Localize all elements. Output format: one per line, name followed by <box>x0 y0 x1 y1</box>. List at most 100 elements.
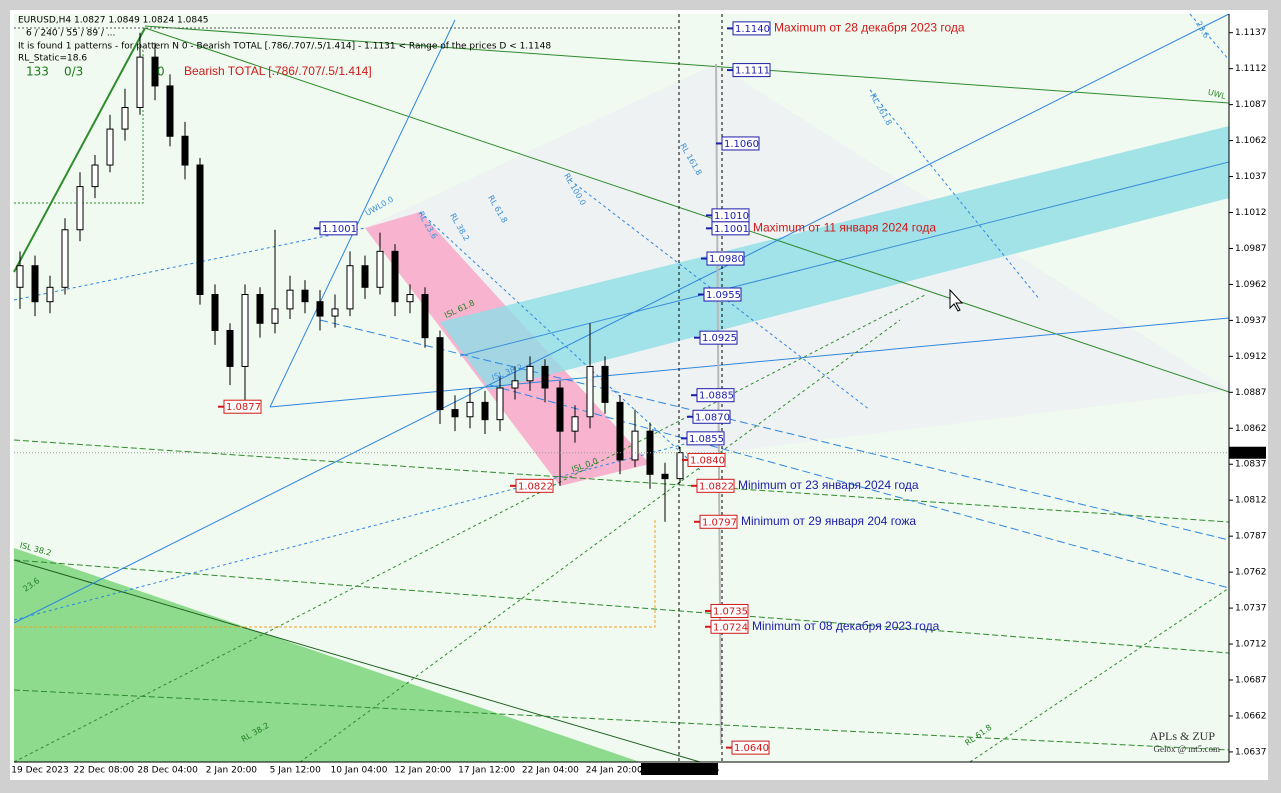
channel-mid <box>459 161 1230 357</box>
y-tick-label: 1.0737 <box>1235 604 1267 614</box>
level-label: 1.0877 <box>226 402 261 413</box>
y-tick-label: 1.0912 <box>1235 352 1267 362</box>
static-line: RL_Static=18.6 <box>18 54 87 64</box>
candle-body <box>376 250 384 288</box>
level-label: 1.0735 <box>713 606 748 617</box>
candle-body <box>661 473 669 480</box>
time-axis-bg <box>10 762 1268 776</box>
x-tick-label: 10 Jan 04:00 <box>331 766 388 776</box>
orange-line <box>14 520 656 628</box>
fib-line <box>13 439 701 621</box>
brand: APLs & ZUP <box>1150 729 1216 743</box>
candle-body <box>211 294 219 331</box>
last-price-box <box>1229 446 1266 459</box>
level-box <box>711 221 750 236</box>
trend-line <box>13 27 146 273</box>
level-box <box>710 603 749 618</box>
level-label: 1.0822 <box>699 481 734 492</box>
y-tick-label: 1.0962 <box>1235 280 1267 290</box>
level-box <box>710 619 749 634</box>
level-label: 1.1010 <box>714 211 749 222</box>
fib-line <box>13 13 1230 624</box>
trend-line <box>13 559 1230 654</box>
level-label: 1.0870 <box>695 412 730 423</box>
candle-body <box>571 416 579 432</box>
fib-line <box>489 384 1230 589</box>
level-label: 1.1001 <box>714 224 749 235</box>
y-tick-label: 1.0662 <box>1235 711 1267 721</box>
candle-body <box>271 308 279 324</box>
level-box <box>706 251 745 266</box>
candle-body <box>256 294 264 324</box>
cyan-channel <box>440 126 1229 390</box>
x-tick-label: 24 Jan 20:00 <box>586 766 643 776</box>
x-tick-label: 28 Dec 04:00 <box>137 766 198 776</box>
x-tick-label: 12 Jan 20:00 <box>394 766 451 776</box>
counter: 0 <box>157 65 165 79</box>
candle-body <box>31 265 39 303</box>
candle-body <box>391 250 399 303</box>
y-tick-label: 1.0812 <box>1235 496 1267 506</box>
level-box <box>686 431 725 446</box>
trend-line <box>144 27 1230 393</box>
y-tick-label: 1.1112 <box>1235 64 1267 74</box>
fib-line <box>269 19 456 408</box>
candle-body <box>511 380 519 389</box>
level-box <box>732 63 771 78</box>
y-tick-label: 1.0687 <box>1235 676 1267 686</box>
pattern-name: Bearish TOTAL [.786/.707/.5/1.414] <box>184 64 372 78</box>
level-note: Minimum от 23 января 2024 года <box>738 478 919 492</box>
y-tick-label: 1.0637 <box>1235 747 1267 757</box>
level-box <box>223 399 262 414</box>
candle-body <box>346 265 354 310</box>
x-tick-label: 5 Jan 12:00 <box>270 766 322 776</box>
y-tick-label: 1.0937 <box>1235 316 1267 326</box>
fib-line <box>269 317 1230 408</box>
level-box <box>696 478 735 493</box>
fib-line <box>969 587 1230 763</box>
level-label: 1.1060 <box>724 139 759 150</box>
candle-body <box>556 387 564 432</box>
candle-body <box>466 401 474 418</box>
counter: 133 <box>26 65 49 79</box>
trend-line <box>13 439 1230 523</box>
level-label: 1.0822 <box>518 481 553 492</box>
candle-body <box>316 301 324 317</box>
candle-body <box>16 265 24 288</box>
candle-body <box>46 286 54 303</box>
counter: 0/3 <box>64 65 83 79</box>
level-box <box>721 136 760 151</box>
candle-body <box>526 365 534 382</box>
y-tick-label: 1.0712 <box>1235 640 1267 650</box>
level-label: 1.0980 <box>709 254 744 265</box>
fib-line <box>1189 13 1230 61</box>
level-label: 1.1111 <box>735 66 770 77</box>
candle-body <box>436 337 444 411</box>
pattern-line: It is found 1 patterns - for pattern N 0… <box>18 42 551 52</box>
level-box <box>687 452 726 467</box>
level-label: 1.0925 <box>702 333 737 344</box>
candle-body <box>496 387 504 421</box>
level-box <box>703 287 742 302</box>
candle-body <box>106 128 114 166</box>
y-tick-label: 1.1012 <box>1235 208 1267 218</box>
level-label: 1.1140 <box>735 24 770 35</box>
level-box <box>699 514 738 529</box>
candle-body <box>541 365 549 389</box>
y-tick-label: 1.1137 <box>1235 28 1267 38</box>
candle-body <box>181 135 189 166</box>
symbol-line: EURUSD,H4 1.0827 1.0849 1.0824 1.0845 <box>18 16 209 26</box>
dotted-line <box>14 45 144 204</box>
candle-body <box>406 294 414 303</box>
candle-body <box>451 409 459 418</box>
level-box <box>696 388 735 403</box>
candle-body <box>151 56 159 87</box>
drawings <box>13 13 1230 763</box>
level-note: Maximum от 28 декабря 2023 года <box>774 21 965 35</box>
x-tick-label: 22 Dec 08:00 <box>74 766 135 776</box>
level-note: Minimum от 08 декабря 2023 года <box>752 619 940 633</box>
trend-line <box>13 689 1230 751</box>
green-zone <box>14 548 640 762</box>
level-label: 1.0855 <box>689 434 724 445</box>
